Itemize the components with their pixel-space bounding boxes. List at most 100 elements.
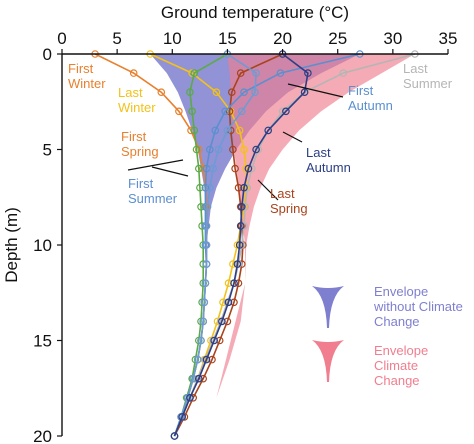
point-last-autumn: [300, 88, 309, 97]
point-first-autumn: [201, 279, 210, 288]
point-last-winter: [229, 260, 237, 268]
point-first-spring: [192, 145, 201, 154]
point-first-autumn: [189, 374, 198, 383]
point-last-spring: [228, 88, 236, 97]
y-tick-label: 0: [43, 45, 52, 64]
annotation-text: Last: [306, 145, 331, 160]
envelope-envelope-without-climate-change: [150, 54, 360, 265]
point-first-spring: [186, 88, 194, 97]
point-last-spring: [234, 279, 243, 288]
envelope-layer: [150, 54, 415, 398]
point-first-autumn: [238, 107, 246, 116]
point-first-autumn: [252, 69, 260, 77]
point-last-autumn: [240, 183, 248, 192]
point-first-spring: [197, 317, 205, 326]
point-first-spring: [196, 183, 204, 192]
x-tick-label: 30: [383, 29, 402, 48]
point-last-winter: [240, 145, 248, 154]
line-last-summer: [173, 53, 416, 437]
point-first-autumn: [193, 355, 202, 364]
point-last-winter: [224, 279, 233, 288]
point-first-autumn: [202, 241, 211, 249]
axes-layer: 0 5 10 15 20 25 30 35 0 5 10 15 20 Ground temperature…: [2, 3, 457, 444]
point-first-autumn: [214, 145, 223, 154]
point-first-summer: [201, 183, 210, 192]
point-first-autumn: [197, 336, 205, 345]
point-first-winter: [129, 69, 138, 77]
point-last-spring: [231, 164, 239, 173]
point-first-summer: [221, 107, 230, 116]
point-last-autumn: [178, 413, 187, 421]
x-tick-label: 5: [112, 29, 121, 48]
annotation-layer: FirstWinterLastWinterFirstSpringFirstSum…: [68, 61, 453, 216]
annotation-text: First: [128, 176, 154, 191]
point-last-spring: [199, 374, 208, 383]
point-first-autumn: [202, 260, 211, 268]
point-first-winter: [175, 107, 183, 116]
point-first-summer: [206, 145, 214, 154]
y-tick-label: 20: [33, 427, 52, 444]
point-first-autumn: [202, 222, 211, 230]
point-first-autumn: [251, 88, 259, 97]
annotation-text: Last: [118, 85, 143, 100]
annotation-text: First: [121, 129, 147, 144]
point-first-spring: [195, 336, 203, 345]
point-first-summer: [276, 69, 285, 77]
point-last-spring: [236, 69, 245, 77]
x-tick-label: 15: [218, 29, 237, 48]
point-last-autumn: [230, 279, 238, 288]
point-last-winter: [219, 298, 227, 307]
annotation-text: First: [68, 61, 94, 76]
point-first-spring: [198, 298, 206, 307]
point-last-spring: [225, 107, 234, 116]
legend-label: Envelope: [374, 343, 428, 358]
x-tick-label: 25: [328, 29, 347, 48]
annotation-text: Autumn: [306, 160, 351, 175]
annotation-text: Spring: [270, 201, 308, 216]
point-last-autumn: [238, 203, 246, 211]
annotation-text: Summer: [403, 76, 453, 91]
point-last-autumn: [210, 336, 219, 345]
point-last-summer: [238, 241, 246, 249]
point-last-winter: [235, 126, 244, 135]
legend-label: Climate: [374, 358, 418, 373]
annotation-text: First: [348, 83, 374, 98]
point-first-winter: [195, 145, 203, 154]
point-last-autumn: [304, 69, 312, 77]
point-last-winter: [212, 88, 221, 97]
y-axis-title: Depth (m): [2, 207, 21, 283]
point-last-autumn: [186, 393, 194, 402]
point-last-winter: [233, 241, 242, 249]
y-tick-label: 10: [33, 236, 52, 255]
point-first-spring: [191, 355, 200, 364]
annotation-text: Last: [270, 186, 295, 201]
legend-swatch: [312, 286, 344, 328]
point-last-spring: [234, 183, 243, 192]
point-first-summer: [240, 88, 248, 97]
point-last-spring: [229, 145, 237, 154]
point-last-autumn: [282, 107, 290, 116]
line-first-autumn: [173, 53, 257, 437]
point-first-autumn: [209, 164, 217, 173]
point-last-summer: [339, 69, 348, 77]
point-first-autumn: [223, 126, 232, 135]
line-last-autumn: [173, 53, 309, 437]
point-last-autumn: [170, 432, 179, 440]
point-first-spring: [188, 107, 196, 116]
series-layer: [91, 50, 419, 440]
point-first-autumn: [183, 393, 192, 402]
leader-line: [282, 131, 303, 143]
legend-label: Envelope: [374, 284, 428, 299]
point-first-autumn: [206, 183, 214, 192]
x-tick-label: 20: [273, 29, 292, 48]
point-first-autumn: [203, 203, 212, 211]
point-last-autumn: [202, 355, 211, 364]
